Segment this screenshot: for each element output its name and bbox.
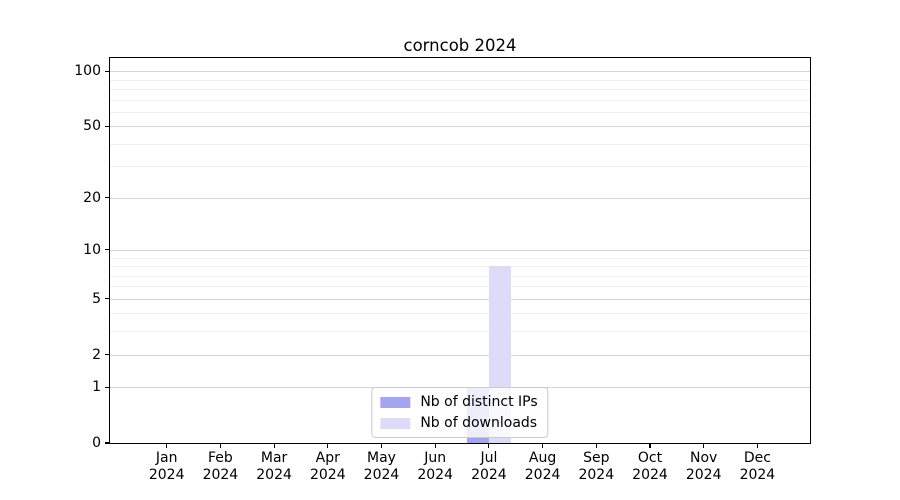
- major-gridline: [110, 298, 810, 300]
- x-tick-mark: [380, 443, 383, 448]
- x-tick-mark: [488, 443, 490, 448]
- x-tick-mark: [434, 443, 436, 448]
- chart-title: corncob 2024: [403, 36, 517, 55]
- plot-area: Nb of distinct IPs Nb of downloads: [109, 57, 811, 444]
- x-tick-mark: [649, 443, 651, 448]
- minor-gridline: [110, 111, 810, 113]
- minor-gridline: [110, 313, 810, 315]
- minor-gridline: [110, 166, 810, 168]
- y-tick-label: 50: [83, 118, 101, 135]
- x-tick-mark: [219, 443, 221, 448]
- minor-gridline: [110, 286, 810, 288]
- legend-label: Nb of distinct IPs: [420, 394, 538, 410]
- y-tick-label: 100: [74, 63, 101, 80]
- y-tick-label: 10: [83, 241, 101, 258]
- y-tick-mark: [105, 386, 110, 388]
- y-tick-label: 20: [83, 189, 101, 206]
- x-tick-mark: [273, 443, 275, 448]
- y-tick-mark: [105, 125, 110, 127]
- major-gridline: [110, 126, 810, 128]
- x-tick-label: Sep 2024: [578, 450, 615, 483]
- major-gridline: [110, 197, 810, 199]
- legend-swatch-icon: [380, 396, 411, 408]
- x-tick-label: Jun 2024: [417, 450, 453, 483]
- minor-gridline: [110, 79, 810, 81]
- legend: Nb of distinct IPs Nb of downloads: [371, 387, 549, 438]
- y-tick-mark: [105, 353, 110, 356]
- legend-entry: Nb of downloads: [380, 415, 537, 431]
- minor-gridline: [110, 143, 810, 145]
- x-tick-label: Nov 2024: [685, 450, 722, 483]
- y-tick-label: 0: [92, 435, 101, 451]
- minor-gridline: [110, 89, 810, 90]
- y-tick-mark: [105, 70, 110, 72]
- x-tick-label: Jan 2024: [148, 450, 185, 483]
- x-tick-label: Apr 2024: [309, 450, 346, 483]
- x-tick-mark: [327, 443, 329, 448]
- x-tick-mark: [166, 443, 168, 448]
- x-tick-label: Jul 2024: [471, 450, 507, 483]
- minor-gridline: [110, 99, 810, 101]
- y-tick-mark: [105, 249, 110, 251]
- y-tick-mark: [105, 442, 110, 444]
- x-tick-mark: [703, 443, 705, 448]
- minor-gridline: [110, 266, 810, 267]
- y-tick-label: 2: [92, 346, 101, 363]
- major-gridline: [110, 71, 810, 73]
- minor-gridline: [110, 257, 810, 259]
- major-gridline: [110, 354, 810, 356]
- y-tick-mark: [105, 197, 110, 199]
- y-tick-mark: [105, 298, 110, 300]
- x-tick-mark: [595, 443, 597, 448]
- x-tick-label: May 2024: [363, 450, 400, 483]
- x-tick-label: Aug 2024: [524, 450, 561, 483]
- minor-gridline: [110, 331, 810, 333]
- minor-gridline: [110, 275, 810, 277]
- legend-label: Nb of downloads: [420, 415, 538, 431]
- x-tick-label: Feb 2024: [202, 450, 239, 483]
- y-tick-label: 1: [92, 379, 101, 396]
- major-gridline: [110, 249, 810, 251]
- legend-entry: Nb of distinct IPs: [380, 394, 538, 410]
- x-tick-mark: [542, 443, 544, 448]
- x-tick-label: Oct 2024: [632, 450, 668, 483]
- y-tick-label: 5: [92, 290, 101, 307]
- x-tick-label: Dec 2024: [739, 450, 776, 483]
- x-tick-mark: [756, 443, 758, 448]
- legend-swatch-icon: [380, 417, 411, 429]
- x-tick-label: Mar 2024: [256, 450, 292, 483]
